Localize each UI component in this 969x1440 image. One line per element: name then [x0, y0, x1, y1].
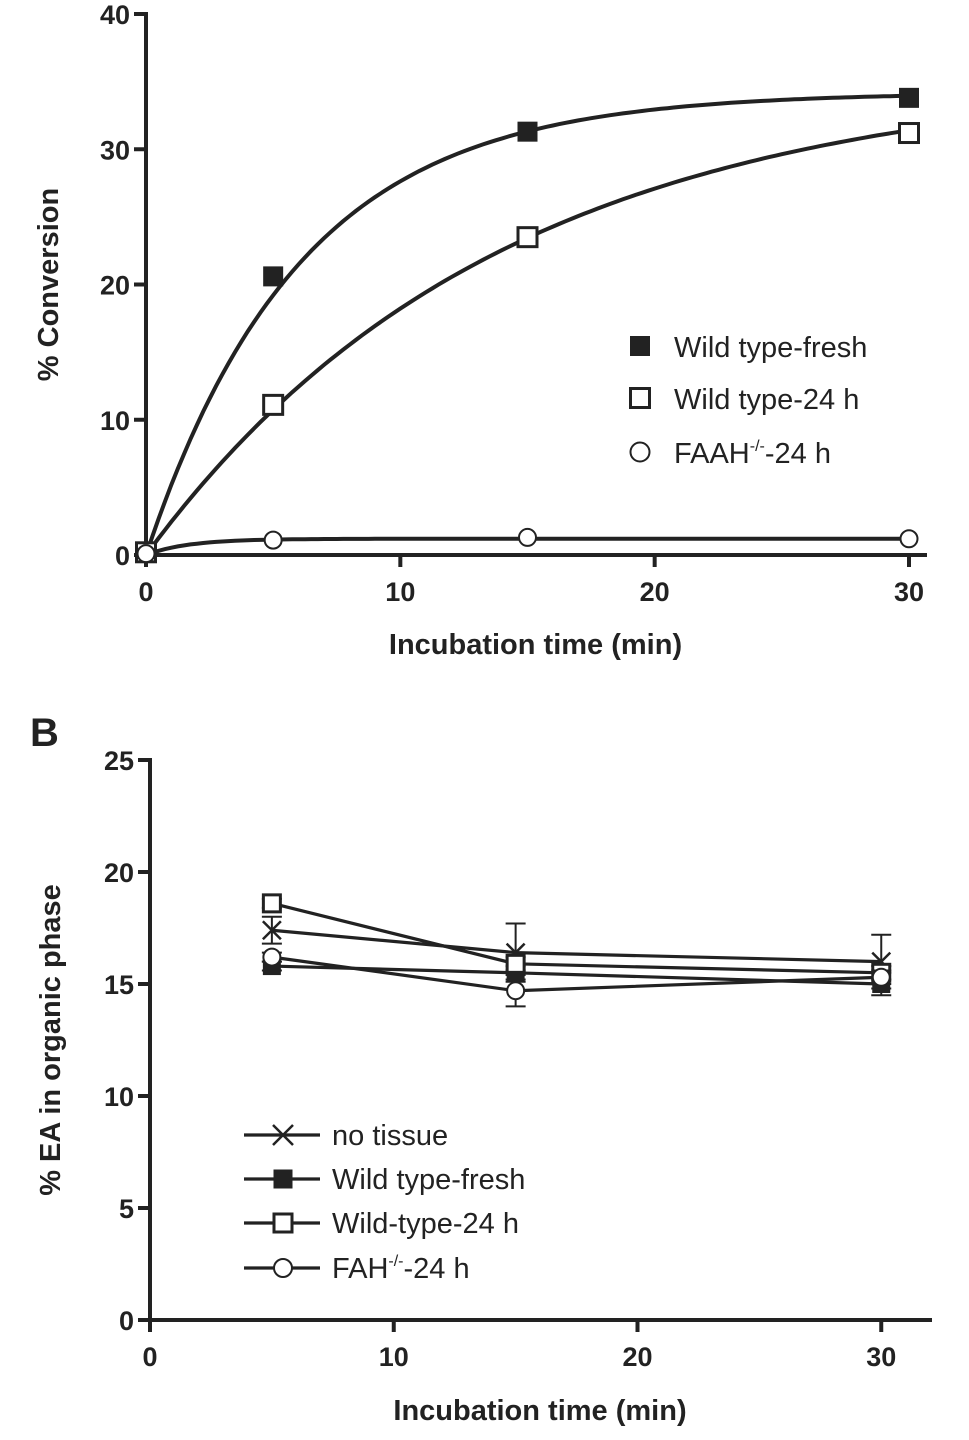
- b-x-tick-label: 30: [866, 1342, 896, 1372]
- a-legend-item-2-label: FAAH-/--24 h: [674, 438, 831, 470]
- b-legend-item-1-label: Wild type-fresh: [332, 1164, 525, 1196]
- a-series-0-point: [263, 266, 284, 287]
- a-x-tick-label: 10: [385, 577, 415, 607]
- b-y-axis-title: % EA in organic phase: [35, 884, 67, 1196]
- a-legend: Wild type-fresh Wild type-24 h FAAH-/--24 …: [629, 332, 867, 470]
- a-series-1-point: [898, 122, 920, 145]
- a-legend-marker-2: [629, 441, 651, 463]
- b-y-tick-label: 0: [119, 1306, 134, 1336]
- a-series-2: [136, 527, 919, 564]
- a-series-1-point: [262, 393, 285, 416]
- b-y-tick-label: 15: [104, 970, 134, 1000]
- b-x-tick-label: 20: [622, 1342, 652, 1372]
- a-legend-marker-1: [629, 387, 651, 409]
- a-x-tick-label: 30: [894, 577, 924, 607]
- a-y-tick-label: 0: [115, 541, 130, 571]
- b-x-tick-label: 0: [142, 1342, 157, 1372]
- b-x-tick-label: 10: [379, 1342, 409, 1372]
- b-series-3-point: [871, 967, 891, 987]
- b-legend-item-3-label: FAH-/--24 h: [332, 1253, 470, 1285]
- b-series-3: [261, 947, 892, 1008]
- b-legend-item-3-label-superscript: -/-: [388, 1253, 403, 1270]
- a-legend-item-2-label-superscript: -/-: [750, 438, 765, 455]
- a-x-tick-label: 0: [138, 577, 153, 607]
- a-series-2-point: [136, 544, 156, 564]
- b-legend-marker-2: [272, 1212, 294, 1234]
- b-y-tick-label: 10: [104, 1082, 134, 1112]
- b-legend-item-2-label: Wild-type-24 h: [332, 1208, 519, 1240]
- a-series-2-point: [518, 527, 537, 547]
- b-legend-marker-1: [273, 1169, 293, 1189]
- b-series-2-point: [505, 953, 526, 974]
- a-series-0: [136, 87, 919, 563]
- b-y-tick-label: 5: [119, 1194, 134, 1224]
- b-series-3-point: [506, 981, 526, 1001]
- b-legend-item-3-label-suffix: -24 h: [404, 1253, 470, 1285]
- b-y-tick-label: 20: [104, 858, 134, 888]
- chart-panel-a: 0 10 20 30 0 10 20 30 40 Incubation time (min) % C…: [33, 0, 927, 661]
- b-legend-marker-0: [272, 1124, 294, 1146]
- a-y-tick-label: 10: [100, 406, 130, 436]
- a-series-1-point: [516, 226, 539, 249]
- a-series-0-point: [899, 87, 919, 108]
- a-series-2-point: [263, 530, 283, 550]
- panel-b-label: B: [30, 711, 59, 755]
- b-legend: no tissue Wild type-fresh Wild-type-24 h FA…: [244, 1120, 525, 1285]
- a-y-tick-label: 20: [100, 271, 130, 301]
- a-y-tick-label: 40: [100, 0, 130, 30]
- b-legend-item-0-label-main: no tissue: [332, 1120, 448, 1152]
- a-legend-item-1-label-main: Wild type-24 h: [674, 384, 859, 416]
- b-legend-item-0-label: no tissue: [332, 1120, 448, 1152]
- a-legend-item-0-label-main: Wild type-fresh: [674, 332, 867, 364]
- a-x-tick-label: 20: [640, 577, 670, 607]
- chart-panel-b: B 0 10 20 30 0 5 10 15 20 25 Incubation time (min)%…: [30, 711, 932, 1427]
- a-series-0-fit-curve: [144, 93, 910, 556]
- a-x-axis-title: Incubation time (min): [389, 629, 682, 661]
- b-series-0: [261, 915, 892, 990]
- a-legend-item-2-label-main: FAAH: [674, 438, 750, 470]
- a-series-0-point: [517, 121, 538, 142]
- a-legend-item-2-label-suffix: -24 h: [765, 438, 831, 470]
- b-series-0-point: [261, 920, 282, 941]
- b-legend-marker-3: [273, 1258, 293, 1278]
- b-series-3-point: [262, 947, 282, 967]
- a-series-2-point: [899, 529, 919, 549]
- a-y-axis-title: % Conversion: [33, 188, 65, 381]
- b-series-0-line: [271, 928, 882, 964]
- b-x-axis-title: Incubation time (min): [393, 1395, 686, 1427]
- a-legend-item-1-label: Wild type-24 h: [674, 384, 859, 416]
- a-legend-item-0-label: Wild type-fresh: [674, 332, 867, 364]
- a-legend-marker-0: [630, 336, 650, 356]
- a-y-tick-label: 30: [100, 135, 130, 165]
- b-legend-item-2-label-main: Wild-type-24 h: [332, 1208, 519, 1240]
- b-legend-item-1-label-main: Wild type-fresh: [332, 1164, 525, 1196]
- b-series-2-point: [261, 893, 282, 914]
- b-legend-item-3-label-main: FAH: [332, 1253, 388, 1285]
- b-y-tick-label: 25: [104, 746, 134, 776]
